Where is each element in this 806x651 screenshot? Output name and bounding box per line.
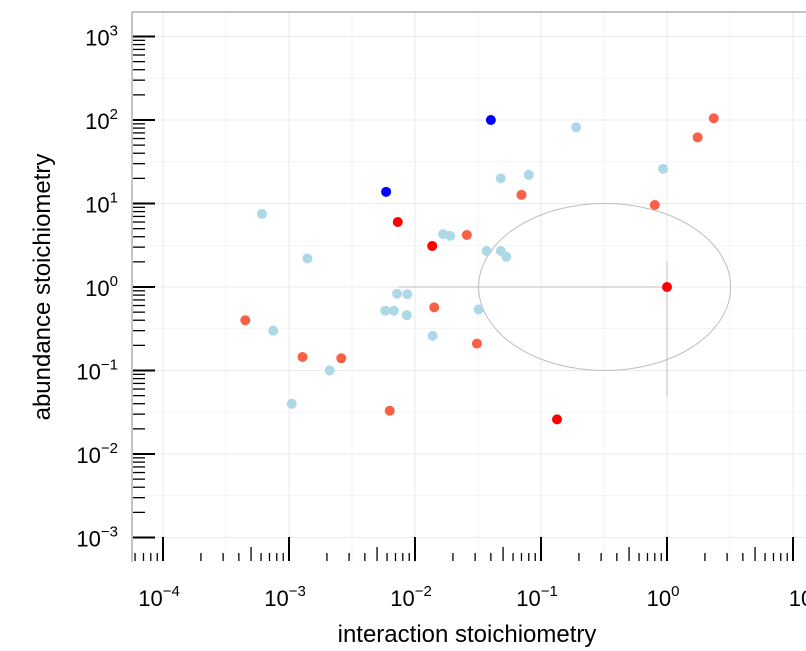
x-tick-exponent: −4 — [163, 583, 180, 600]
data-point — [324, 365, 335, 376]
y-tick-exponent: 1 — [110, 190, 118, 207]
data-point — [302, 253, 313, 264]
x-axis-label: interaction stoichiometry — [338, 621, 597, 648]
data-point — [336, 353, 347, 364]
data-point — [658, 163, 669, 174]
data-point — [256, 208, 267, 219]
data-point — [692, 132, 703, 143]
data-point — [501, 251, 512, 262]
y-tick-exponent: −1 — [101, 357, 118, 374]
data-point — [495, 173, 506, 184]
y-tick-label: 103 — [85, 23, 118, 51]
y-tick-label: 10−2 — [76, 440, 118, 468]
data-point — [485, 115, 496, 125]
y-tick-label: 10−1 — [76, 357, 118, 385]
data-point — [427, 240, 438, 251]
data-point — [380, 305, 391, 316]
data-point — [481, 245, 492, 256]
data-point — [429, 302, 440, 313]
y-tick-label: 102 — [85, 106, 118, 134]
y-tick-exponent: 3 — [110, 23, 118, 40]
x-tick-label: 10 — [789, 586, 806, 611]
grid — [132, 12, 806, 562]
y-tick-label: 101 — [85, 190, 118, 218]
y-tick-label: 100 — [85, 273, 118, 301]
x-tick-label: 10−2 — [390, 583, 432, 611]
data-point — [297, 352, 308, 363]
data-point — [286, 398, 297, 409]
data-point — [649, 199, 660, 210]
x-tick-label: 10−4 — [138, 583, 180, 611]
data-point — [552, 414, 563, 425]
x-tick-label: 100 — [647, 583, 680, 611]
data-point — [268, 325, 279, 336]
data-point — [571, 122, 582, 133]
data-point — [384, 405, 395, 416]
x-tick-label: 10−3 — [264, 583, 306, 611]
data-point — [523, 169, 534, 180]
data-point — [427, 330, 438, 341]
data-point — [402, 289, 413, 300]
y-tick-exponent: 0 — [110, 273, 118, 290]
y-tick-label: 10−3 — [76, 524, 118, 552]
y-tick-exponent: −3 — [101, 524, 118, 541]
data-points — [240, 113, 719, 425]
x-tick-exponent: −1 — [541, 583, 558, 600]
data-point — [708, 113, 719, 124]
data-point — [388, 305, 399, 316]
data-point — [240, 315, 251, 326]
x-tick-exponent: 0 — [671, 583, 679, 600]
data-point — [471, 338, 482, 349]
data-point — [381, 186, 392, 197]
reference-ellipse — [478, 203, 732, 371]
x-tick-exponent: −2 — [415, 583, 432, 600]
data-point — [392, 288, 403, 299]
y-tick-exponent: −2 — [101, 440, 118, 457]
data-point — [662, 282, 672, 292]
reference-markers — [398, 203, 732, 396]
data-point — [516, 189, 527, 200]
data-point — [445, 230, 456, 241]
data-point — [473, 304, 484, 315]
data-point — [461, 229, 472, 240]
data-point — [401, 310, 412, 321]
y-tick-exponent: 2 — [110, 106, 118, 123]
y-axis-label: abundance stoichiometry — [29, 154, 56, 421]
x-tick-label: 10−1 — [516, 583, 558, 611]
data-point — [392, 217, 403, 228]
x-tick-exponent: −3 — [289, 583, 306, 600]
